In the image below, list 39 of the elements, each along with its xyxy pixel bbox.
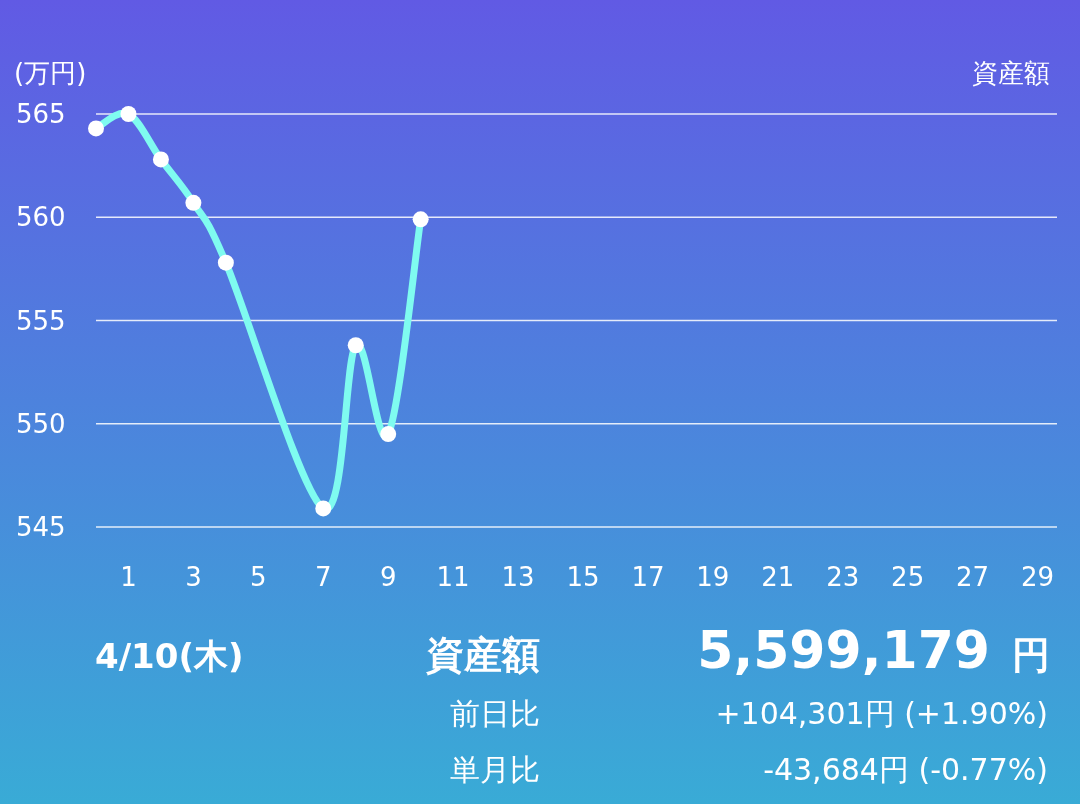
text: 前日比 — [450, 696, 540, 731]
y-tick-label: 550 — [16, 408, 66, 439]
x-tick-label: 7 — [314, 562, 332, 592]
text: 円 — [1012, 633, 1050, 677]
text: 資産額 — [972, 58, 1050, 88]
x-tick-label: 27 — [956, 562, 990, 592]
point — [217, 254, 234, 271]
x-tick-label: 13 — [501, 562, 535, 592]
text: +104,301円 (+1.90%) — [715, 696, 1048, 731]
point — [315, 500, 332, 517]
x-tick-label: 25 — [891, 562, 925, 592]
point — [347, 337, 364, 354]
text: 4/10(木) — [95, 636, 244, 676]
text: 資産額 — [426, 633, 540, 677]
text: 単月比 — [450, 752, 540, 787]
x-tick-label: 3 — [185, 562, 202, 592]
y-tick-label: 560 — [16, 202, 66, 233]
point — [185, 194, 202, 211]
y-axis-title: (万円) — [14, 58, 87, 88]
text: -43,684円 (-0.77%) — [763, 752, 1048, 787]
x-tick-label: 23 — [826, 562, 860, 592]
x-tick-label: 5 — [250, 562, 267, 592]
y-tick-label: 565 — [16, 99, 66, 129]
x-tick-label: 19 — [696, 562, 730, 592]
point — [412, 211, 429, 228]
x-tick-label: 11 — [436, 562, 470, 592]
point — [88, 120, 104, 137]
x-tick-label: 15 — [566, 562, 600, 592]
x-tick-label: 1 — [120, 562, 137, 592]
point — [120, 106, 137, 122]
x-tick-label: 9 — [379, 562, 397, 592]
text: 5,599,179 — [697, 620, 990, 680]
y-tick-label: 555 — [16, 305, 66, 336]
y-tick-label: 545 — [16, 512, 66, 542]
x-tick-label: 17 — [631, 562, 665, 592]
point — [380, 426, 397, 443]
x-tick-label: 29 — [1020, 562, 1055, 592]
x-tick-label: 21 — [761, 562, 795, 592]
point — [152, 151, 169, 168]
